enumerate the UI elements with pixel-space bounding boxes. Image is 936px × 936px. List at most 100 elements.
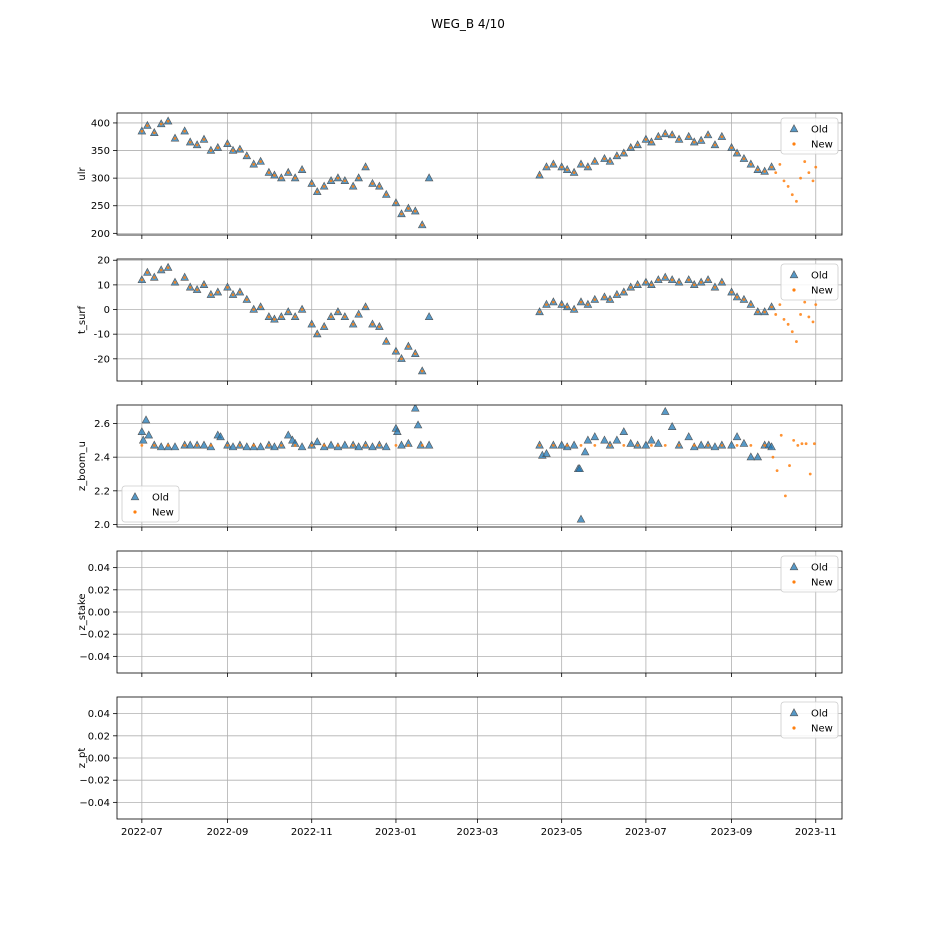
point-new [394, 201, 398, 205]
point-old [542, 448, 551, 457]
point-new [650, 443, 653, 447]
point-new [420, 369, 424, 373]
point-new [545, 165, 548, 169]
point-new [756, 310, 760, 314]
y-tick-label: 2.4 [94, 453, 110, 464]
point-new [238, 290, 242, 294]
point-new [357, 313, 361, 316]
point-new [763, 310, 767, 314]
point-new [420, 443, 424, 447]
point-old [612, 435, 622, 444]
y-tick-label: 0.02 [88, 585, 110, 596]
point-old [185, 440, 195, 449]
point-new [774, 171, 778, 175]
axes-frame [116, 112, 843, 236]
point-old [413, 420, 423, 429]
point-new [351, 322, 355, 326]
point-new [351, 443, 355, 447]
legend-marker-new [792, 142, 796, 146]
point-old [583, 435, 593, 444]
point-new [394, 350, 398, 353]
point-old [297, 442, 307, 451]
point-new [279, 315, 283, 319]
point-new [322, 325, 326, 329]
point-old [739, 438, 749, 447]
point-new [195, 143, 199, 147]
point-old [600, 435, 609, 444]
point-new [538, 173, 541, 177]
point-new [195, 443, 199, 447]
point-new [692, 283, 696, 287]
plot-area [117, 259, 842, 381]
point-new [394, 443, 398, 447]
point-new [140, 278, 144, 282]
point-new [166, 443, 170, 447]
point-new [267, 171, 271, 175]
y-tick-label: 0.00 [88, 608, 110, 619]
point-new [792, 438, 796, 442]
point-new [406, 345, 410, 348]
point-new [343, 315, 347, 319]
point-new [364, 443, 367, 447]
legend-label: Old [811, 709, 828, 720]
point-new [371, 182, 374, 186]
point-new [400, 212, 403, 216]
point-new [267, 443, 271, 447]
point-old [710, 442, 720, 451]
point-new [329, 315, 333, 319]
point-new [209, 293, 213, 297]
point-new [315, 332, 319, 336]
point-old [580, 447, 590, 456]
point-old [381, 442, 391, 451]
axes-frame [116, 404, 843, 528]
point-new [812, 442, 816, 446]
point-new [293, 176, 297, 180]
subplot-ulr: 200 250 300 350 400 ulr Old New [77, 112, 843, 240]
point-new [670, 278, 674, 282]
point-new [420, 223, 424, 227]
point-new [183, 129, 187, 133]
point-new [286, 310, 290, 314]
point-new [730, 146, 733, 150]
x-tick-label: 2023-01 [375, 827, 417, 838]
point-new [152, 276, 156, 279]
subplot-z-boom-u: 2.0 2.2 2.4 2.6 z_boom_u Old New [77, 404, 843, 531]
point-new [406, 207, 410, 210]
point-new [608, 160, 612, 163]
point-new [713, 143, 717, 147]
point-new [259, 160, 263, 163]
point-new [692, 443, 696, 447]
point-new [742, 157, 746, 161]
y-tick-label: 200 [91, 229, 110, 240]
y-tick-label: −0.02 [79, 630, 110, 641]
point-new [706, 443, 710, 447]
point-new [603, 157, 606, 161]
point-new [538, 443, 541, 447]
point-new [226, 285, 229, 289]
data-layer [137, 405, 816, 523]
point-new [252, 443, 256, 447]
point-new [322, 443, 326, 447]
point-new [593, 160, 597, 163]
point-old [141, 415, 151, 424]
point-new [677, 443, 681, 447]
point-new [140, 129, 144, 133]
point-new [808, 472, 812, 476]
point-old [410, 405, 420, 412]
point-new [615, 293, 619, 297]
legend-marker-old [130, 492, 140, 501]
point-new [159, 268, 163, 272]
point-new [804, 442, 808, 446]
point-new [183, 276, 187, 279]
point-new [188, 285, 192, 289]
point-new [608, 298, 612, 302]
point-new [771, 455, 775, 459]
point-new [259, 305, 263, 309]
plot-area [117, 405, 842, 527]
point-new [300, 168, 304, 172]
point-new [336, 176, 340, 180]
point-new [560, 165, 564, 169]
point-old [767, 442, 776, 451]
point-old [170, 442, 180, 451]
y-tick-label: 20 [97, 256, 110, 267]
